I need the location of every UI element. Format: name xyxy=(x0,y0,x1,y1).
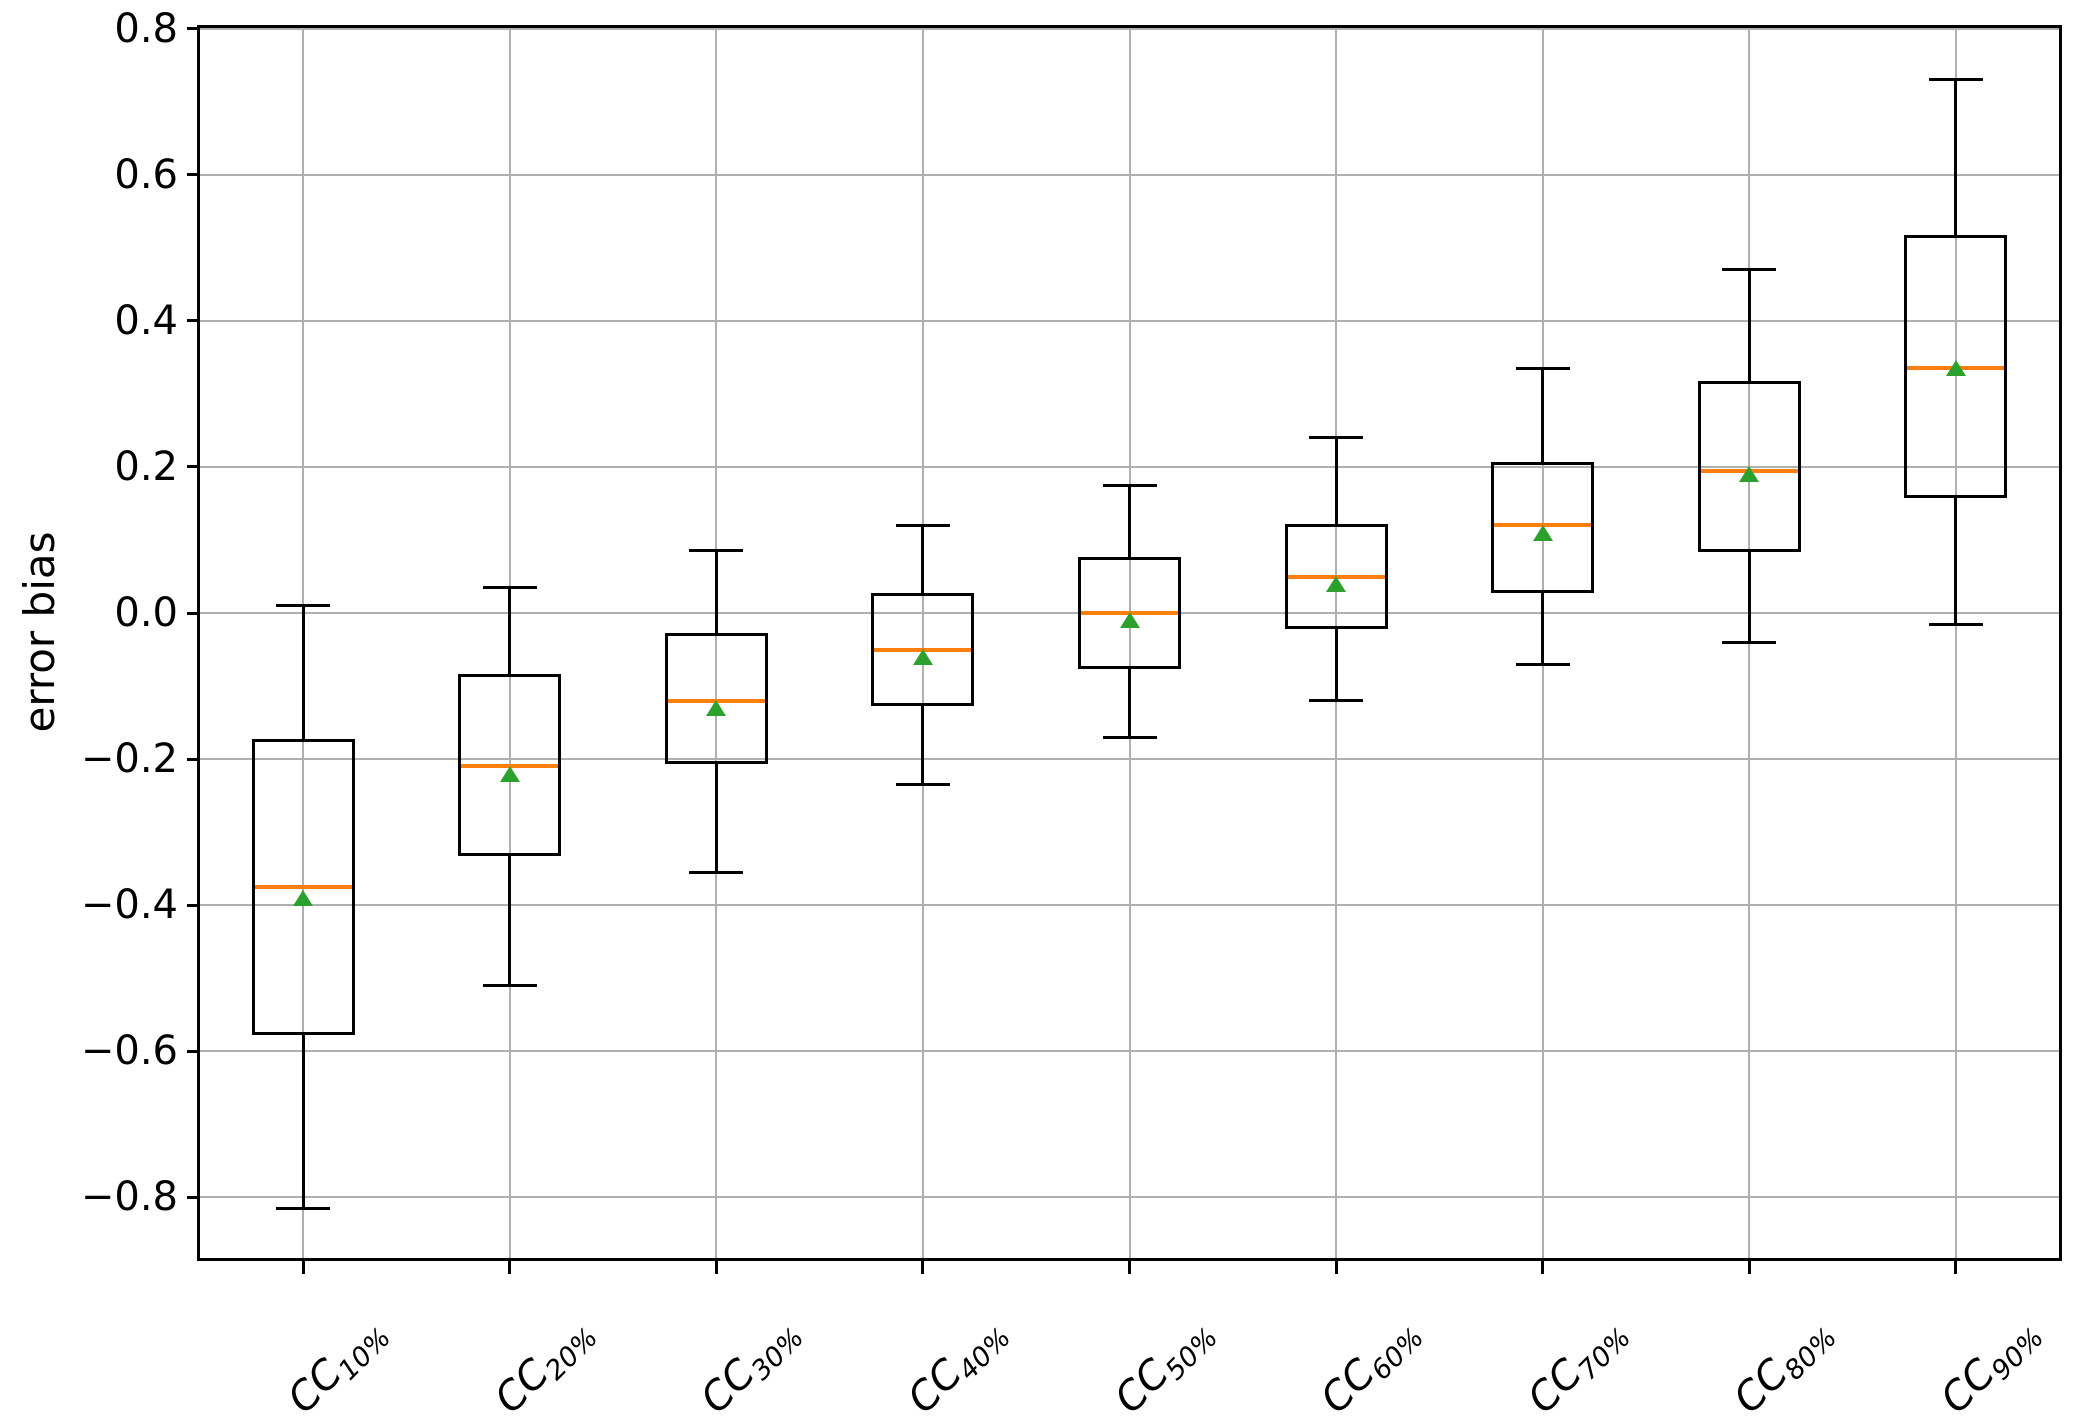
v-gridline xyxy=(1128,28,1131,1258)
y-tick-mark xyxy=(187,1195,200,1199)
upper-cap-CC90% xyxy=(1928,78,1983,82)
y-tick-label: 0.2 xyxy=(114,443,178,490)
x-tick-label: CC90% xyxy=(1802,1308,2056,1424)
lower-cap-CC90% xyxy=(1928,622,1983,626)
iqr-box-CC80% xyxy=(1697,381,1801,553)
lower-cap-CC60% xyxy=(1309,699,1364,703)
upper-whisker-CC60% xyxy=(1334,437,1338,526)
x-tick-label: CC80% xyxy=(1595,1308,1849,1424)
iqr-box-CC50% xyxy=(1078,556,1181,670)
y-tick-mark xyxy=(187,319,200,323)
lower-cap-CC40% xyxy=(895,783,950,787)
x-tick-mark xyxy=(1747,1261,1751,1274)
y-tick-label: 0.8 xyxy=(114,5,178,52)
x-tick-mark xyxy=(301,1261,305,1274)
y-tick-label: −0.2 xyxy=(80,736,178,783)
v-gridline xyxy=(1954,28,1957,1258)
lower-whisker-CC40% xyxy=(921,704,925,785)
mean-marker-CC60% xyxy=(1326,575,1347,592)
x-tick-mark xyxy=(1128,1261,1131,1274)
mean-marker-CC70% xyxy=(1532,524,1553,541)
y-tick-mark xyxy=(187,903,200,907)
upper-cap-CC10% xyxy=(276,604,331,608)
x-tick-label: CC60% xyxy=(1182,1308,1436,1424)
lower-cap-CC20% xyxy=(482,984,537,988)
x-tick-label: CC20% xyxy=(356,1308,610,1424)
median-line-CC10% xyxy=(254,884,352,889)
mean-marker-CC30% xyxy=(706,700,727,716)
lower-cap-CC30% xyxy=(689,870,744,874)
upper-cap-CC70% xyxy=(1515,366,1570,370)
x-tick-mark xyxy=(1334,1261,1338,1274)
lower-whisker-CC30% xyxy=(714,762,718,873)
y-tick-mark xyxy=(187,1049,200,1053)
iqr-box-CC60% xyxy=(1284,523,1388,630)
iqr-box-CC30% xyxy=(664,633,768,765)
lower-cap-CC80% xyxy=(1722,640,1777,644)
lower-whisker-CC20% xyxy=(508,854,512,986)
lower-whisker-CC80% xyxy=(1747,550,1751,643)
mean-marker-CC40% xyxy=(912,648,933,665)
y-tick-mark xyxy=(187,611,200,615)
upper-whisker-CC30% xyxy=(714,550,718,635)
upper-whisker-CC50% xyxy=(1128,485,1131,559)
lower-cap-CC70% xyxy=(1515,662,1570,666)
upper-whisker-CC20% xyxy=(508,587,512,676)
y-tick-label: −0.8 xyxy=(80,1174,178,1221)
x-tick-label: CC30% xyxy=(562,1308,816,1424)
mean-marker-CC20% xyxy=(499,765,520,782)
upper-cap-CC50% xyxy=(1102,483,1157,487)
iqr-box-CC90% xyxy=(1904,235,2008,498)
x-tick-label: CC10% xyxy=(149,1308,403,1424)
y-tick-mark xyxy=(187,173,200,177)
v-gridline xyxy=(921,28,924,1258)
lower-cap-CC10% xyxy=(276,1206,331,1210)
y-tick-label: −0.4 xyxy=(80,882,178,929)
y-tick-label: 0.4 xyxy=(114,297,178,344)
mean-marker-CC10% xyxy=(293,889,314,906)
upper-whisker-CC70% xyxy=(1541,368,1545,464)
iqr-box-CC40% xyxy=(871,593,975,706)
upper-cap-CC40% xyxy=(895,523,950,527)
x-tick-label: CC40% xyxy=(769,1308,1023,1424)
y-tick-mark xyxy=(187,465,200,469)
upper-cap-CC80% xyxy=(1722,268,1777,272)
mean-marker-CC50% xyxy=(1119,612,1140,629)
y-tick-label: 0.6 xyxy=(114,151,178,198)
upper-whisker-CC10% xyxy=(301,605,305,741)
lower-whisker-CC70% xyxy=(1541,591,1545,665)
x-tick-mark xyxy=(1954,1261,1958,1274)
y-tick-mark xyxy=(187,757,200,761)
lower-whisker-CC50% xyxy=(1128,667,1131,738)
mean-marker-CC90% xyxy=(1945,360,1966,377)
iqr-box-CC10% xyxy=(251,739,355,1035)
iqr-box-CC70% xyxy=(1491,461,1595,593)
y-tick-label: −0.6 xyxy=(80,1028,178,1075)
x-tick-mark xyxy=(508,1261,512,1274)
x-tick-mark xyxy=(1541,1261,1545,1274)
x-tick-label: CC50% xyxy=(975,1308,1229,1424)
upper-whisker-CC80% xyxy=(1747,269,1751,383)
mean-marker-CC80% xyxy=(1739,466,1760,483)
upper-whisker-CC90% xyxy=(1954,79,1958,237)
lower-whisker-CC60% xyxy=(1334,627,1338,701)
lower-cap-CC50% xyxy=(1102,735,1157,739)
y-tick-mark xyxy=(187,27,200,31)
y-tick-label: 0.0 xyxy=(114,590,178,637)
x-tick-mark xyxy=(714,1261,718,1274)
lower-whisker-CC10% xyxy=(301,1033,305,1209)
upper-cap-CC20% xyxy=(482,585,537,589)
lower-whisker-CC90% xyxy=(1954,496,1958,624)
upper-cap-CC30% xyxy=(689,549,744,553)
x-tick-mark xyxy=(921,1261,925,1274)
iqr-box-CC20% xyxy=(458,673,562,856)
x-tick-label: CC70% xyxy=(1388,1308,1642,1424)
v-gridline xyxy=(715,28,718,1258)
upper-whisker-CC40% xyxy=(921,525,925,595)
upper-cap-CC60% xyxy=(1309,436,1364,440)
